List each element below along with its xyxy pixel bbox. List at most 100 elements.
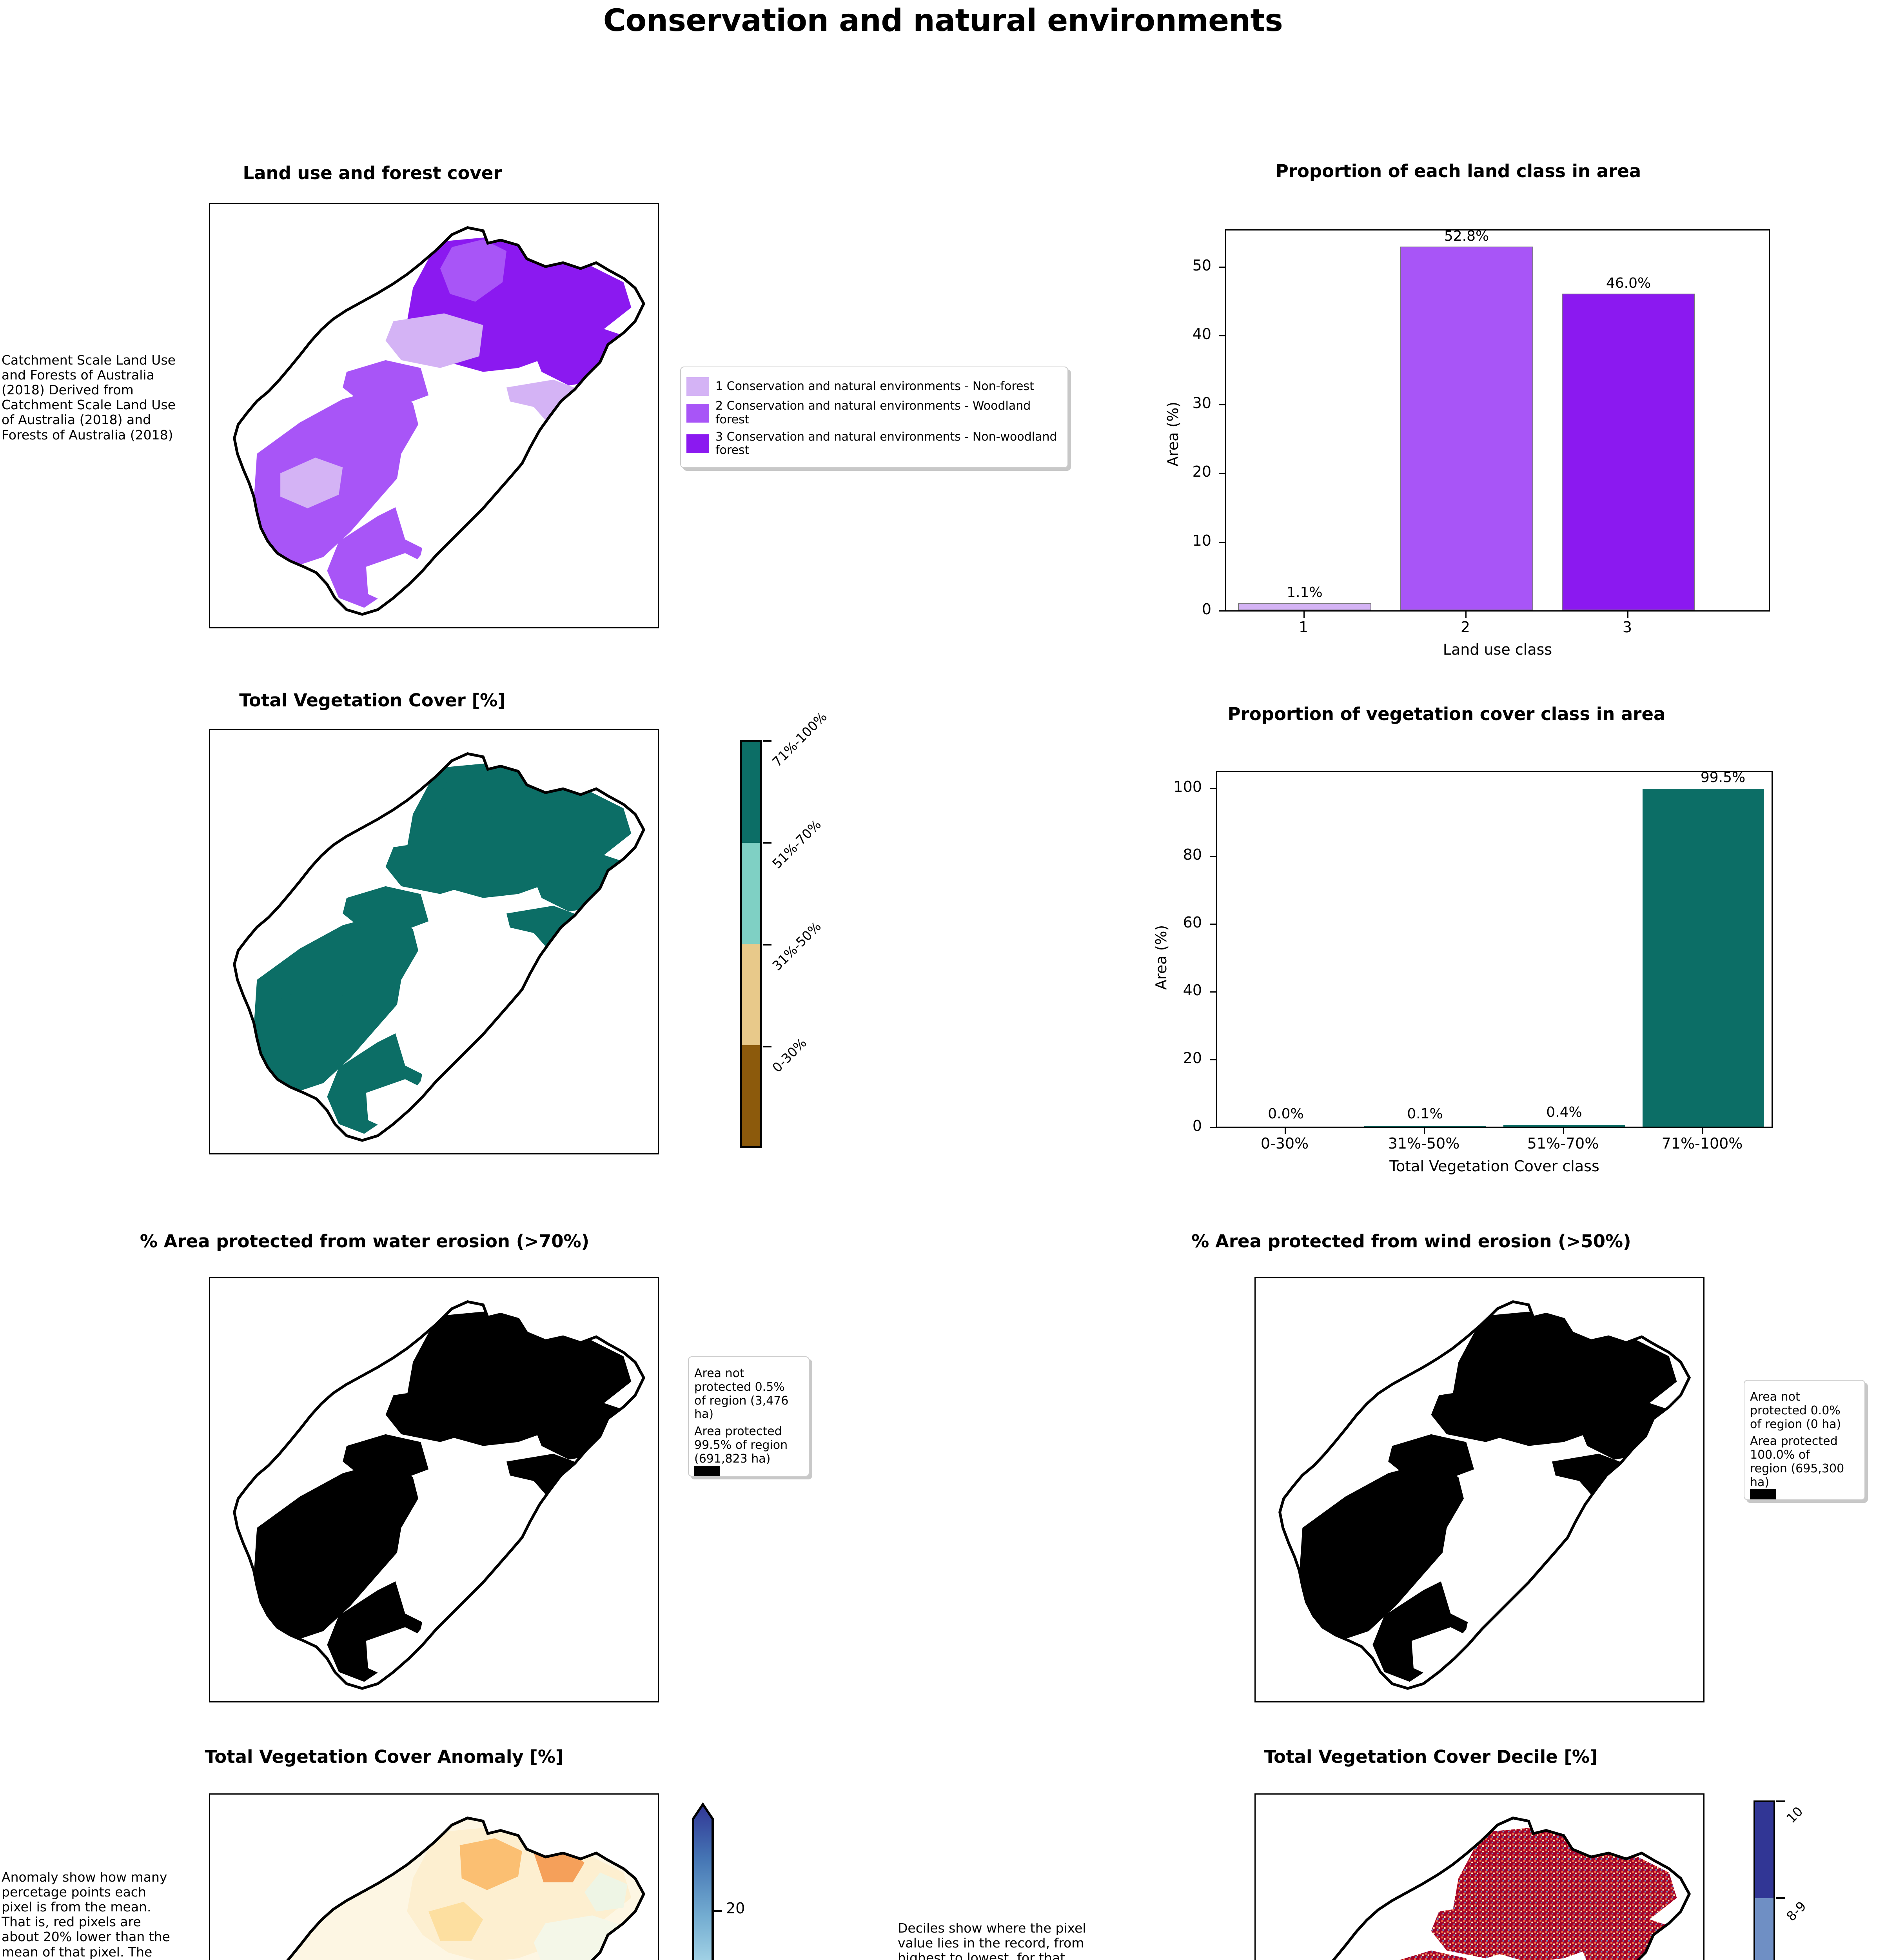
- anomaly-caption: Anomaly show how many percetage points e…: [2, 1869, 170, 1960]
- y-tick-label: 100: [1173, 778, 1202, 795]
- y-tick-label: 80: [1183, 846, 1202, 863]
- colorbar-label-51-70: 51%-70%: [769, 817, 824, 872]
- colorbar-tick: [1776, 1800, 1785, 1802]
- x-tick: [1702, 1128, 1703, 1134]
- bar-veg-71-100[interactable]: [1643, 789, 1764, 1127]
- map-tick: [1254, 1838, 1255, 1839]
- y-tick-label: 20: [1183, 1049, 1202, 1067]
- colorbar-label-71-100: 71%-100%: [769, 709, 830, 770]
- veg-cover-chart-title: Proportion of vegetation cover class in …: [1227, 704, 1666, 724]
- land-use-map[interactable]: [209, 203, 659, 628]
- legend-color-swatch: [686, 434, 709, 454]
- y-tick-label: 40: [1192, 325, 1211, 343]
- map-tick: [209, 1510, 210, 1511]
- y-tick-label: 30: [1192, 394, 1211, 412]
- veg-cover-colorbar[interactable]: [740, 740, 762, 1148]
- water-erosion-map-title: % Area protected from water erosion (>70…: [140, 1231, 590, 1252]
- map-tick: [209, 1384, 210, 1385]
- land-class-chart: Proportion of each land class in area 1.…: [1125, 161, 1792, 658]
- bar-class-1[interactable]: [1238, 603, 1371, 610]
- x-tick-label: 71%-100%: [1661, 1135, 1743, 1152]
- legend-item-label: Area not protected 0.0% of region (0 ha): [1750, 1390, 1841, 1431]
- x-tick: [1563, 1128, 1564, 1134]
- anomaly-colorbar[interactable]: [689, 1801, 717, 1960]
- colorbar-label-0-30: 0-30%: [769, 1035, 810, 1076]
- bar-value-label: 0.0%: [1268, 1106, 1304, 1122]
- y-tick-label: 40: [1183, 982, 1202, 999]
- veg-cover-chart: Proportion of vegetation cover class in …: [1102, 704, 1792, 1190]
- water-erosion-legend[interactable]: Area not protected 0.5% of region (3,476…: [688, 1356, 810, 1477]
- legend-item-label: 2 Conservation and natural environments …: [715, 399, 1031, 426]
- veg-cover-map-raster: [210, 730, 658, 1153]
- wind-erosion-legend[interactable]: Area not protected 0.0% of region (0 ha)…: [1744, 1380, 1865, 1500]
- y-tick-label: 60: [1183, 914, 1202, 931]
- bar-value-label: 46.0%: [1606, 275, 1651, 291]
- legend-item: Area protected 99.5% of region (691,823 …: [694, 1425, 802, 1476]
- legend-item: Area not protected 0.0% of region (0 ha): [1750, 1390, 1857, 1499]
- colorbar-segment-31-50: [742, 944, 760, 1045]
- land-class-plot-area: 1.1% 52.8% 46.0%: [1225, 228, 1770, 612]
- land-use-caption: Catchment Scale Land Use and Forests of …: [2, 352, 176, 443]
- wind-erosion-map[interactable]: [1254, 1277, 1704, 1702]
- legend-item-label: Area protected 99.5% of region (691,823 …: [694, 1425, 788, 1466]
- colorbar-tick: [1776, 1897, 1785, 1899]
- wind-erosion-map-raster: [1256, 1278, 1703, 1701]
- bar-veg-31-50[interactable]: [1364, 1126, 1486, 1127]
- decile-map-raster: [1256, 1795, 1703, 1960]
- colorbar-tick: [763, 1046, 771, 1047]
- map-tick: [209, 436, 210, 437]
- y-tick: [1210, 1127, 1216, 1128]
- water-erosion-map[interactable]: [209, 1277, 659, 1702]
- map-tick: [209, 1447, 210, 1448]
- land-use-map-title: Land use and forest cover: [243, 163, 502, 183]
- land-use-map-raster: [210, 204, 658, 627]
- x-tick-label: 0-30%: [1260, 1135, 1309, 1152]
- x-tick-label: 3: [1622, 619, 1632, 636]
- y-tick: [1210, 788, 1216, 789]
- y-axis-label: Area (%): [1153, 925, 1170, 990]
- y-tick-label: 20: [1192, 463, 1211, 480]
- y-tick: [1210, 924, 1216, 925]
- y-tick: [1219, 404, 1225, 405]
- y-tick: [1219, 335, 1225, 336]
- map-tick: [209, 561, 210, 562]
- map-tick: [209, 1572, 210, 1573]
- map-tick: [1254, 1447, 1255, 1448]
- y-tick: [1219, 610, 1225, 612]
- land-use-legend[interactable]: 1 Conservation and natural environments …: [680, 367, 1068, 468]
- map-tick: [1254, 1635, 1255, 1636]
- anomaly-map[interactable]: [209, 1793, 659, 1960]
- legend-item-label: 1 Conservation and natural environments …: [715, 379, 1034, 393]
- x-tick-label: 1: [1298, 619, 1309, 636]
- colorbar-tick: [763, 944, 771, 946]
- decile-colorbar[interactable]: [1753, 1800, 1775, 1960]
- x-tick: [1285, 1128, 1286, 1134]
- bar-class-2[interactable]: [1400, 247, 1533, 610]
- legend-item: Area protected 100.0% of region (695,300…: [1750, 1434, 1857, 1499]
- map-tick: [1254, 1510, 1255, 1511]
- y-tick-label: 50: [1192, 257, 1211, 274]
- bar-value-label: 0.4%: [1546, 1104, 1582, 1120]
- legend-color-swatch: [686, 403, 709, 423]
- bar-class-3[interactable]: [1562, 294, 1695, 610]
- map-tick: [1254, 1321, 1255, 1323]
- veg-cover-plot-area: 0.0% 0.1% 0.4% 99.5%: [1216, 769, 1773, 1128]
- colorbar-tick: [763, 842, 771, 844]
- veg-cover-map-title: Total Vegetation Cover [%]: [239, 690, 506, 711]
- colorbar-tick: [763, 740, 771, 742]
- map-tick: [1254, 1572, 1255, 1573]
- bar-value-label: 1.1%: [1287, 584, 1323, 601]
- map-tick: [209, 1024, 210, 1025]
- map-tick: [209, 899, 210, 900]
- veg-cover-map[interactable]: [209, 729, 659, 1154]
- decile-map[interactable]: [1254, 1793, 1704, 1960]
- map-tick: [209, 773, 210, 775]
- y-tick: [1219, 473, 1225, 474]
- bar-veg-51-70[interactable]: [1503, 1125, 1625, 1127]
- y-tick-label: 0: [1202, 601, 1211, 618]
- colorbar-label-31-50: 31%-50%: [769, 918, 824, 974]
- land-class-chart-title: Proportion of each land class in area: [1275, 161, 1641, 181]
- decile-caption: Deciles show where the pixel value lies …: [898, 1920, 1086, 1960]
- bar-value-label: 99.5%: [1700, 769, 1746, 786]
- colorbar-segment-0-30: [742, 1045, 760, 1146]
